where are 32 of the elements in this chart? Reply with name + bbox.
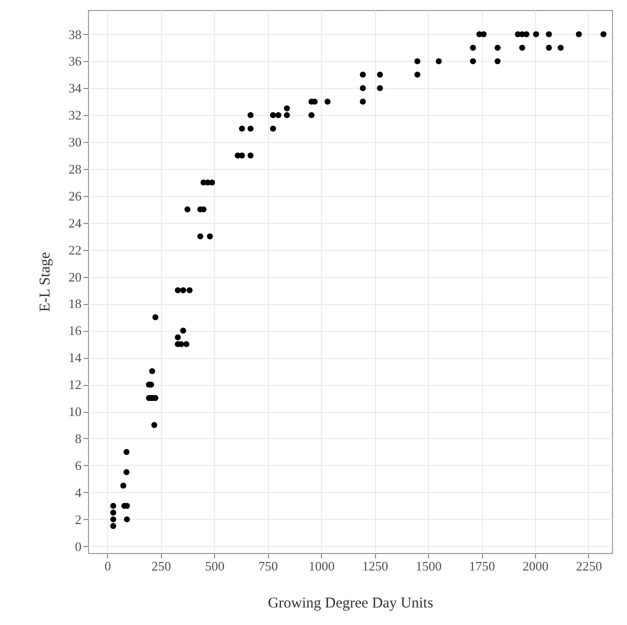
y-tick-label: 28 xyxy=(68,161,82,176)
y-tick-label: 34 xyxy=(68,80,82,96)
y-tick-label: 12 xyxy=(68,377,82,392)
x-tick-label: 1000 xyxy=(308,558,335,574)
x-tick-label: 1750 xyxy=(469,558,496,574)
y-tick-label: 8 xyxy=(75,430,82,446)
y-tick-label: 36 xyxy=(68,54,82,69)
x-tick-label: 1250 xyxy=(362,558,388,574)
y-tick-label: 32 xyxy=(68,108,82,123)
y-tick-label: 24 xyxy=(68,215,82,230)
y-tick-label: 0 xyxy=(75,538,82,554)
x-tick-label: 2250 xyxy=(576,558,602,574)
y-tick-label: 20 xyxy=(68,269,82,284)
y-tick-label: 26 xyxy=(68,188,82,204)
y-tick-label: 38 xyxy=(68,26,82,42)
y-tick-label: 30 xyxy=(68,134,82,150)
x-tick-label: 1500 xyxy=(416,558,442,574)
x-tick-label: 2000 xyxy=(522,558,549,574)
y-tick-label: 10 xyxy=(68,404,82,420)
y-tick-label: 18 xyxy=(68,296,82,312)
x-tick-label: 750 xyxy=(258,558,278,574)
y-tick-label: 14 xyxy=(68,350,82,366)
y-tick-label: 22 xyxy=(68,242,82,258)
y-tick-label: 2 xyxy=(75,512,82,527)
y-tick-label: 4 xyxy=(75,484,82,500)
y-axis-title: E-L Stage xyxy=(38,252,54,312)
x-axis-title: Growing Degree Day Units xyxy=(268,596,434,612)
x-tick-label: 250 xyxy=(151,558,171,574)
y-tick-label: 6 xyxy=(75,458,82,473)
x-tick-label: 0 xyxy=(104,558,111,574)
x-tick-label: 500 xyxy=(204,558,224,574)
y-tick-label: 16 xyxy=(68,323,82,338)
